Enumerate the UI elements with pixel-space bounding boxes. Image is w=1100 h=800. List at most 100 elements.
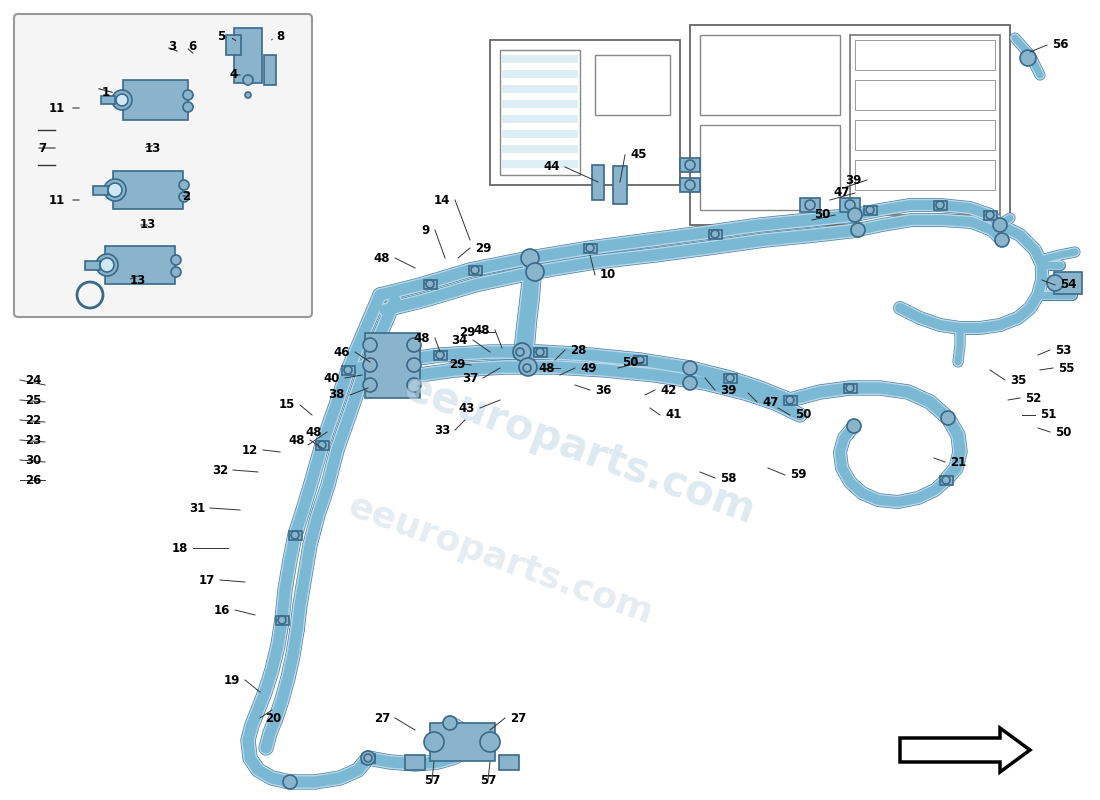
Bar (595, 55, 670, 115)
Text: 9: 9 (421, 223, 430, 237)
Circle shape (170, 267, 182, 277)
Bar (520, 363, 534, 373)
Circle shape (940, 411, 955, 425)
Circle shape (278, 616, 286, 624)
Text: 57: 57 (424, 774, 440, 786)
Bar (502, 145, 578, 153)
Circle shape (363, 358, 377, 372)
Bar (855, 80, 996, 110)
Circle shape (108, 183, 122, 197)
Circle shape (805, 200, 815, 210)
Text: 31: 31 (189, 502, 205, 514)
Bar (499, 754, 519, 770)
Bar (101, 96, 116, 104)
Circle shape (522, 364, 531, 372)
Text: 40: 40 (323, 371, 340, 385)
Circle shape (292, 531, 299, 539)
Text: 28: 28 (570, 343, 586, 357)
Bar (934, 201, 946, 210)
Text: 59: 59 (790, 469, 806, 482)
Circle shape (1020, 50, 1036, 66)
Circle shape (847, 419, 861, 433)
Circle shape (993, 218, 1007, 232)
Bar (469, 266, 482, 274)
Bar (855, 120, 996, 150)
Text: 57: 57 (480, 774, 496, 786)
Circle shape (845, 200, 855, 210)
Circle shape (516, 348, 524, 356)
Bar (341, 366, 354, 374)
Text: 6: 6 (188, 41, 196, 54)
Circle shape (361, 751, 375, 765)
Circle shape (407, 378, 421, 392)
Bar (405, 754, 425, 770)
Text: 16: 16 (213, 603, 230, 617)
Bar (433, 350, 447, 359)
Bar (983, 210, 997, 219)
Bar (502, 100, 578, 108)
Text: 7: 7 (39, 142, 46, 154)
Bar (275, 615, 288, 625)
Circle shape (936, 201, 944, 209)
Text: 5: 5 (217, 30, 226, 43)
Circle shape (183, 102, 192, 112)
Bar (502, 85, 578, 93)
Bar (122, 80, 187, 120)
Text: 10: 10 (600, 269, 616, 282)
Text: 41: 41 (666, 409, 681, 422)
Circle shape (363, 378, 377, 392)
Text: 48: 48 (539, 362, 556, 374)
Text: 1: 1 (102, 86, 110, 99)
Text: 11: 11 (48, 194, 65, 206)
Circle shape (846, 384, 854, 392)
Circle shape (685, 160, 695, 170)
Circle shape (683, 376, 697, 390)
Text: 18: 18 (172, 542, 188, 554)
Circle shape (536, 348, 544, 356)
Text: 54: 54 (1060, 278, 1077, 291)
Circle shape (344, 366, 352, 374)
Text: 27: 27 (510, 711, 526, 725)
Text: 19: 19 (223, 674, 240, 686)
Circle shape (851, 223, 865, 237)
Bar (362, 754, 374, 762)
FancyBboxPatch shape (14, 14, 312, 317)
Text: 3: 3 (168, 41, 176, 54)
Bar (680, 158, 700, 172)
Circle shape (786, 396, 794, 404)
Polygon shape (900, 728, 1030, 772)
Text: 2: 2 (182, 190, 190, 202)
Bar (844, 383, 857, 393)
Text: 58: 58 (720, 471, 737, 485)
Bar (85, 261, 99, 270)
Text: 36: 36 (595, 383, 612, 397)
Circle shape (364, 754, 372, 762)
Bar (502, 130, 578, 138)
Bar (700, 125, 840, 210)
Text: 43: 43 (459, 402, 475, 414)
Text: eeuroparts.com: eeuroparts.com (343, 489, 657, 631)
Circle shape (443, 716, 456, 730)
Text: 22: 22 (25, 414, 42, 426)
Bar (690, 25, 1010, 225)
Circle shape (363, 338, 377, 352)
Bar (316, 441, 329, 450)
Text: 23: 23 (25, 434, 42, 446)
Text: 48: 48 (473, 323, 490, 337)
Circle shape (526, 263, 544, 281)
Text: 30: 30 (25, 454, 42, 466)
Text: 11: 11 (48, 102, 65, 114)
Text: 44: 44 (543, 161, 560, 174)
Text: 56: 56 (1052, 38, 1068, 51)
Circle shape (407, 358, 421, 372)
Text: 24: 24 (25, 374, 42, 386)
Bar (92, 186, 108, 194)
Text: 32: 32 (211, 463, 228, 477)
Bar (264, 55, 276, 85)
Bar (104, 246, 175, 284)
Bar (708, 230, 722, 238)
Bar (534, 347, 547, 357)
Text: 12: 12 (242, 443, 258, 457)
Circle shape (986, 211, 994, 219)
Bar (592, 165, 604, 199)
